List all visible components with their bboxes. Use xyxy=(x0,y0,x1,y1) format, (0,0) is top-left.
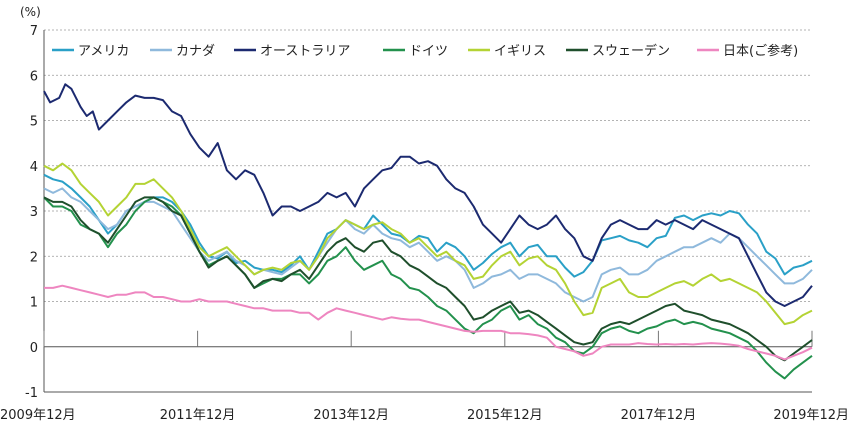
y-unit-label: (%) xyxy=(20,5,41,19)
x-tick-label: 2009年12月 xyxy=(0,408,76,423)
y-axis-ticks: 7 6 5 4 3 2 1 0 -1 xyxy=(25,24,38,401)
series-line-0 xyxy=(43,173,813,278)
legend-label: アメリカ xyxy=(78,44,129,59)
x-axis-ticks: 2009年12月 2011年12月 2013年12月 2015年12月 2017年12月… xyxy=(0,330,849,423)
y-tick-label: 7 xyxy=(30,24,38,39)
y-tick-label: -1 xyxy=(25,386,38,401)
legend-label: スウェーデン xyxy=(592,43,670,59)
series-line-1 xyxy=(43,187,813,303)
y-tick-label: 0 xyxy=(30,341,38,356)
grid-lines xyxy=(43,29,812,393)
legend-label: ドイツ xyxy=(409,44,448,59)
x-tick-label: 2019年12月 xyxy=(773,408,849,423)
y-tick-label: 4 xyxy=(30,160,38,175)
y-tick-label: 1 xyxy=(30,296,38,311)
x-tick-label: 2015年12月 xyxy=(467,408,543,423)
legend-label: オーストラリア xyxy=(260,44,350,59)
series-line-2 xyxy=(43,83,813,307)
x-tick-label: 2017年12月 xyxy=(621,408,697,423)
legend: アメリカ カナダ オーストラリア ドイツ イギリス スウェーデン 日本(ご参考) xyxy=(52,43,798,59)
legend-label: カナダ xyxy=(176,44,215,59)
series-line-6 xyxy=(44,284,813,361)
legend-label: イギリス xyxy=(494,44,546,59)
y-tick-label: 2 xyxy=(30,250,38,265)
series-line-4 xyxy=(43,162,813,326)
series-line-3 xyxy=(43,196,813,380)
y-tick-label: 3 xyxy=(30,205,38,220)
x-tick-label: 2011年12月 xyxy=(160,408,236,423)
series-lines xyxy=(43,83,813,380)
y-tick-label: 6 xyxy=(30,69,38,84)
legend-label: 日本(ご参考) xyxy=(723,43,798,59)
x-tick-label: 2013年12月 xyxy=(313,408,389,423)
y-tick-label: 5 xyxy=(30,115,38,130)
series-line-5 xyxy=(43,196,813,362)
